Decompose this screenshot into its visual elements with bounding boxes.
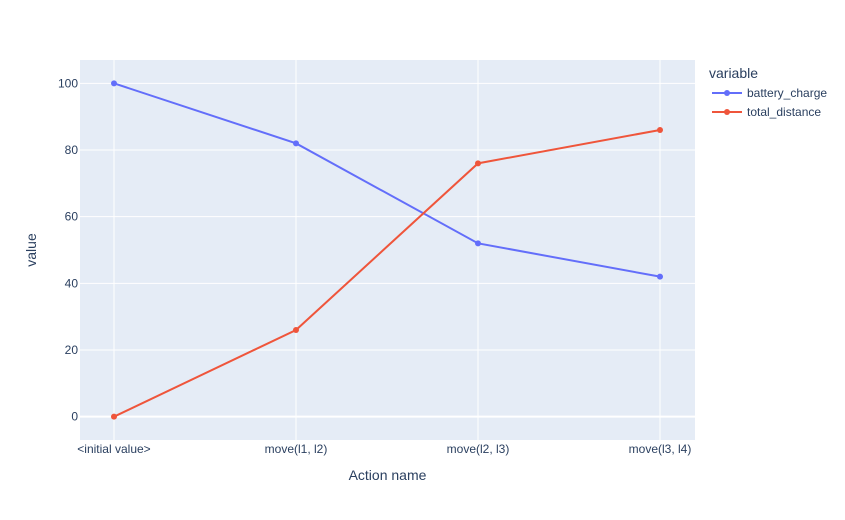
x-tick-label: move(l1, l2) <box>265 442 328 456</box>
y-tick-label: 100 <box>58 76 78 90</box>
legend-title: variable <box>709 65 758 81</box>
series-layer <box>111 80 663 420</box>
x-tick-label: move(l2, l3) <box>447 442 510 456</box>
data-point <box>293 140 299 147</box>
data-point <box>475 240 481 247</box>
y-tick-label: 40 <box>65 276 79 290</box>
plot-area <box>80 60 695 440</box>
data-point <box>111 80 117 87</box>
y-tick-labels: 0 20 40 60 80 100 <box>58 76 78 423</box>
legend-swatch-marker <box>724 90 730 96</box>
legend[interactable]: variable battery_charge total_distance <box>709 65 827 119</box>
legend-label: total_distance <box>747 105 821 119</box>
data-point <box>475 160 481 167</box>
data-point <box>657 273 663 280</box>
x-tick-label: move(l3, l4) <box>629 442 692 456</box>
y-tick-label: 60 <box>65 210 79 224</box>
legend-label: battery_charge <box>747 86 827 100</box>
y-tick-label: 80 <box>65 143 79 157</box>
series-total-distance <box>111 127 663 420</box>
x-tick-labels: <initial value> move(l1, l2) move(l2, l3) m… <box>77 442 691 456</box>
gridlines <box>80 60 695 440</box>
series-battery-charge <box>111 80 663 280</box>
legend-item-battery-charge[interactable]: battery_charge <box>712 86 827 100</box>
legend-swatch-marker <box>724 109 730 115</box>
series-line <box>113 129 661 418</box>
legend-items[interactable]: battery_charge total_distance <box>712 86 827 119</box>
y-tick-label: 20 <box>65 343 79 357</box>
legend-item-total-distance[interactable]: total_distance <box>712 105 821 119</box>
data-point <box>111 413 117 420</box>
x-axis-title: Action name <box>349 467 427 483</box>
y-axis-title: value <box>23 233 39 267</box>
data-point <box>657 127 663 133</box>
y-tick-label: 0 <box>71 410 78 424</box>
x-tick-label: <initial value> <box>77 442 150 456</box>
data-point <box>293 327 299 333</box>
series-line <box>113 82 661 278</box>
